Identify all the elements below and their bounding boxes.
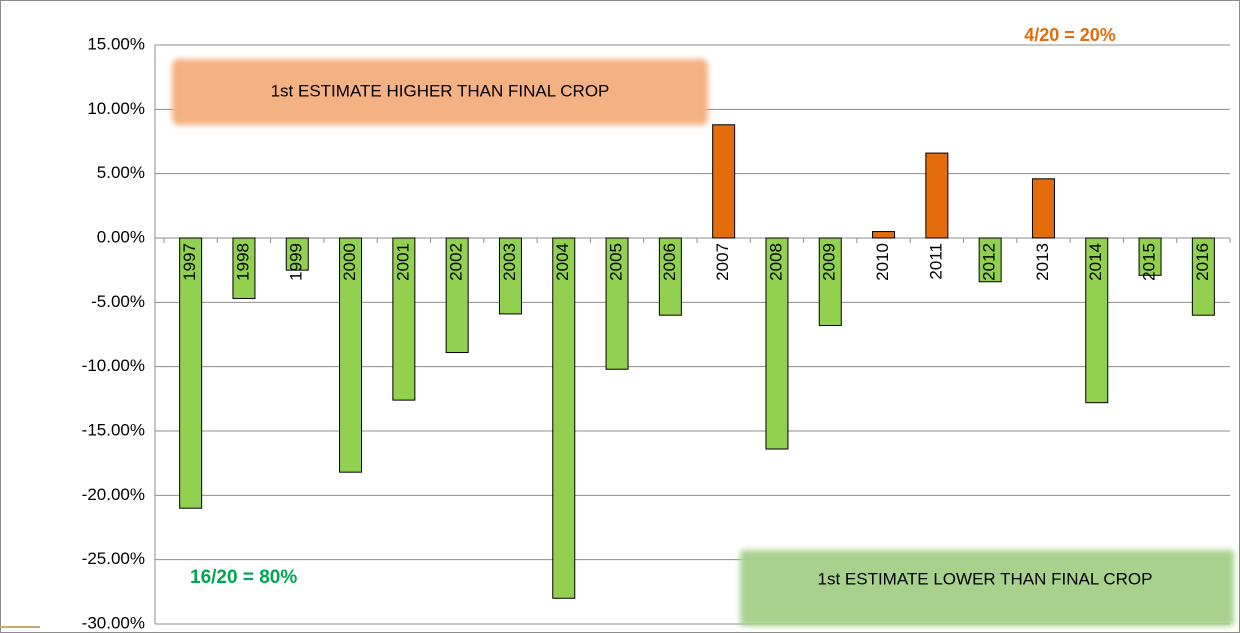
x-tick-label: 2005 (607, 243, 626, 281)
y-tick-label: -25.00% (82, 549, 145, 568)
x-tick-label: 1998 (233, 243, 252, 281)
x-tick-label: 2015 (1140, 243, 1159, 281)
bar (872, 231, 896, 239)
bar (1191, 237, 1215, 316)
bar (392, 237, 416, 401)
y-tick-label: -15.00% (82, 420, 145, 439)
y-tick-label: 5.00% (97, 163, 145, 182)
x-tick-label: 2006 (660, 243, 679, 281)
y-tick-label: -30.00% (82, 613, 145, 632)
bar (552, 237, 576, 599)
x-tick-label: 2000 (340, 243, 359, 281)
x-tick-label: 2002 (447, 243, 466, 281)
bar (925, 152, 949, 239)
bar (339, 237, 363, 473)
y-tick-label: 10.00% (87, 99, 145, 118)
annotation: 1st ESTIMATE LOWER THAN FINAL CROP (817, 569, 1152, 588)
bar (765, 237, 789, 450)
bar (712, 124, 736, 239)
bar (285, 237, 309, 271)
y-tick-label: 15.00% (87, 34, 145, 53)
y-tick-label: 0.00% (97, 227, 145, 246)
annotation-box (740, 550, 1234, 626)
annotation: 4/20 = 20% (1024, 25, 1116, 45)
x-tick-label: 2009 (820, 243, 839, 281)
x-tick-label: 2003 (500, 243, 519, 281)
x-tick-label: 2016 (1193, 243, 1212, 281)
x-tick-label: 2014 (1086, 243, 1105, 281)
bar (605, 237, 629, 370)
annotation: 1st ESTIMATE HIGHER THAN FINAL CROP (271, 81, 610, 100)
bar (1085, 237, 1109, 404)
bar (658, 237, 682, 316)
annotation: 16/20 = 80% (190, 567, 297, 588)
bar (1138, 237, 1162, 276)
x-tick-label: 1997 (180, 243, 199, 281)
x-tick-label: 1999 (287, 243, 306, 281)
y-tick-label: -20.00% (82, 485, 145, 504)
x-tick-label: 2001 (393, 243, 412, 281)
bar (978, 237, 1002, 283)
x-tick-label: 2013 (1033, 243, 1052, 281)
bar (232, 237, 256, 299)
bar (1031, 178, 1055, 239)
x-tick-label: 2007 (713, 243, 732, 281)
x-tick-label: 2012 (980, 243, 999, 281)
bar (179, 237, 203, 509)
bar (445, 237, 469, 354)
y-tick-label: -5.00% (91, 292, 145, 311)
y-tick-label: -10.00% (82, 356, 145, 375)
bar (498, 237, 522, 315)
x-tick-label: 2008 (766, 243, 785, 281)
x-tick-label: 2004 (553, 243, 572, 281)
annotation-box (172, 59, 708, 125)
x-tick-label: 2010 (873, 243, 892, 281)
x-tick-label: 2011 (926, 243, 945, 280)
bar (818, 237, 842, 326)
